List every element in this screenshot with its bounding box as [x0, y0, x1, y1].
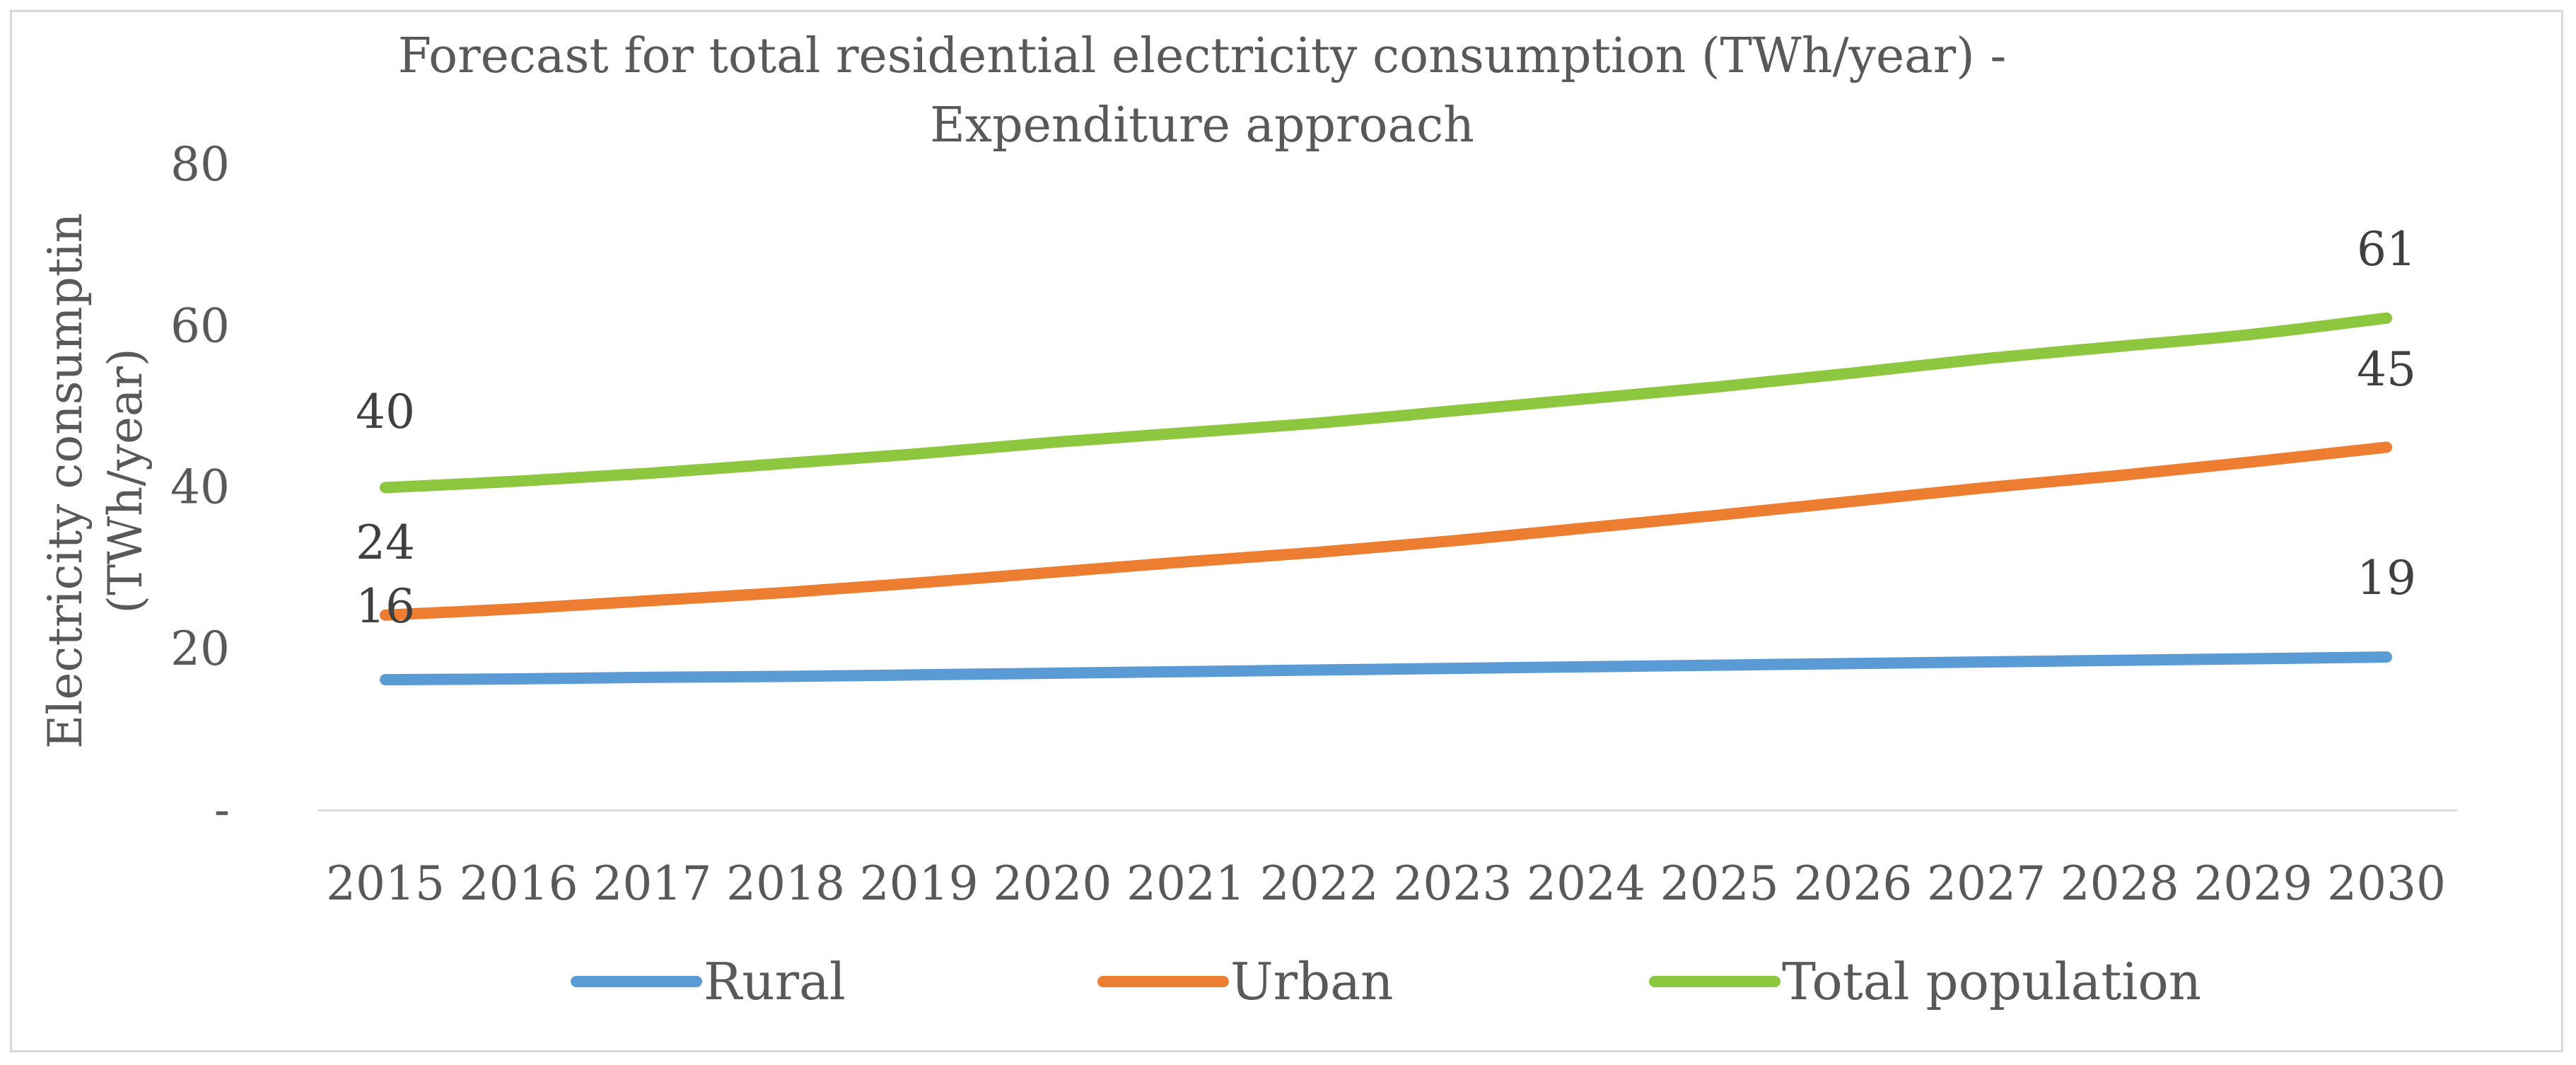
chart-frame — [10, 10, 2563, 1052]
data-labels: 16 19 24 45 40 61 — [356, 222, 2416, 634]
x-tick-label: 2018 — [726, 856, 845, 911]
x-tick-label: 2029 — [2193, 856, 2312, 911]
legend-label-rural: Rural — [704, 952, 846, 1011]
data-label-rural-start: 16 — [356, 579, 415, 634]
y-tick-label: 80 — [170, 137, 230, 192]
x-tick-label: 2027 — [1927, 856, 2046, 911]
data-label-total-population-start: 40 — [356, 385, 415, 439]
x-tick-labels: 2015 2016 2017 2018 2019 2020 2021 2022 2023 2024… — [326, 856, 2446, 911]
chart-title-line-2: Expenditure approach — [930, 98, 1474, 153]
x-tick-label: 2022 — [1260, 856, 1379, 911]
x-tick-label: 2017 — [593, 856, 711, 911]
series-line-rural — [380, 651, 2392, 686]
series-line-total-population — [380, 312, 2392, 494]
y-tick-label: 40 — [170, 460, 230, 515]
data-label-total-population-end: 61 — [2357, 222, 2416, 277]
series-lines — [380, 312, 2392, 686]
series-line-urban — [380, 441, 2392, 621]
x-tick-label: 2025 — [1660, 856, 1779, 911]
legend-label-urban: Urban — [1230, 952, 1393, 1011]
x-tick-label: 2015 — [326, 856, 445, 911]
y-tick-label: - — [214, 783, 230, 837]
y-axis-label-line-2: (TWh/year) — [98, 348, 153, 613]
y-tick-label: 60 — [170, 298, 230, 353]
x-tick-label: 2023 — [1393, 856, 1512, 911]
y-tick-labels: - 20 40 60 80 — [170, 137, 230, 837]
x-tick-label: 2030 — [2327, 856, 2446, 911]
x-tick-label: 2016 — [460, 856, 578, 911]
x-tick-label: 2024 — [1527, 856, 1645, 911]
x-tick-label: 2020 — [993, 856, 1112, 911]
x-tick-label: 2028 — [2061, 856, 2179, 911]
legend-label-total-population: Total population — [1782, 952, 2201, 1011]
data-label-urban-start: 24 — [356, 516, 415, 570]
chart-title-line-1: Forecast for total residential electrici… — [398, 28, 2007, 84]
data-label-rural-end: 19 — [2357, 551, 2416, 605]
x-tick-label: 2021 — [1126, 856, 1245, 911]
legend: Rural Urban Total population — [571, 952, 2201, 1011]
data-label-urban-end: 45 — [2357, 342, 2416, 397]
x-tick-label: 2026 — [1793, 856, 1912, 911]
x-tick-label: 2019 — [860, 856, 979, 911]
y-tick-label: 20 — [170, 622, 230, 676]
y-axis-label-line-1: Electricity consumptin — [38, 213, 93, 749]
